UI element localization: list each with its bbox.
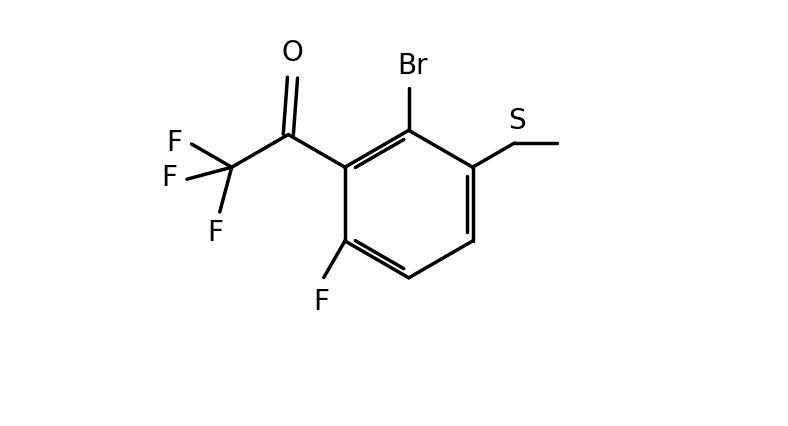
Text: F: F	[166, 129, 182, 156]
Text: F: F	[207, 219, 224, 247]
Text: O: O	[281, 39, 303, 67]
Text: S: S	[508, 106, 526, 135]
Text: Br: Br	[398, 52, 428, 80]
Text: F: F	[314, 287, 329, 315]
Text: F: F	[161, 164, 177, 192]
